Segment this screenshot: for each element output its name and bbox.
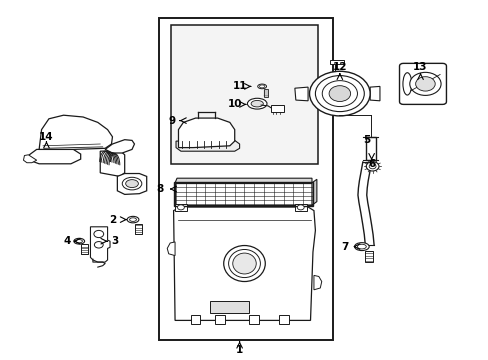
Ellipse shape bbox=[127, 216, 139, 223]
Text: 3: 3 bbox=[111, 236, 118, 246]
Bar bbox=[365, 137, 375, 160]
Bar bbox=[278, 315, 288, 324]
Bar bbox=[171, 25, 317, 164]
Polygon shape bbox=[311, 179, 316, 205]
Polygon shape bbox=[176, 140, 239, 151]
Polygon shape bbox=[173, 207, 315, 320]
Bar bbox=[175, 183, 311, 205]
Bar bbox=[190, 315, 200, 324]
Circle shape bbox=[328, 86, 350, 102]
Ellipse shape bbox=[74, 238, 84, 244]
Text: 9: 9 bbox=[168, 116, 175, 126]
Circle shape bbox=[409, 72, 440, 95]
Text: 5: 5 bbox=[363, 135, 369, 145]
Text: 14: 14 bbox=[39, 132, 54, 142]
Ellipse shape bbox=[402, 73, 411, 95]
Bar bbox=[271, 105, 283, 112]
Circle shape bbox=[177, 205, 184, 210]
Polygon shape bbox=[294, 87, 307, 101]
Circle shape bbox=[309, 71, 369, 116]
Bar bbox=[249, 315, 259, 324]
Bar bbox=[135, 224, 142, 234]
Ellipse shape bbox=[76, 240, 82, 243]
Polygon shape bbox=[100, 150, 124, 176]
Text: 6: 6 bbox=[367, 159, 374, 169]
Bar bbox=[215, 315, 224, 324]
Text: 2: 2 bbox=[109, 215, 116, 225]
Text: 8: 8 bbox=[157, 184, 163, 194]
Ellipse shape bbox=[228, 249, 260, 278]
Circle shape bbox=[315, 76, 364, 112]
Bar bbox=[210, 301, 249, 313]
Ellipse shape bbox=[357, 244, 366, 249]
Ellipse shape bbox=[247, 98, 266, 109]
Bar bbox=[364, 251, 372, 262]
Circle shape bbox=[94, 230, 103, 238]
Polygon shape bbox=[369, 86, 379, 101]
FancyBboxPatch shape bbox=[399, 63, 446, 104]
Text: 7: 7 bbox=[340, 242, 348, 252]
Text: 4: 4 bbox=[63, 236, 71, 246]
Bar bbox=[173, 182, 313, 206]
Ellipse shape bbox=[125, 180, 138, 188]
Circle shape bbox=[415, 77, 434, 91]
Polygon shape bbox=[105, 140, 134, 153]
Bar bbox=[159, 18, 332, 340]
Text: 10: 10 bbox=[227, 99, 242, 109]
Circle shape bbox=[94, 242, 103, 248]
Text: 11: 11 bbox=[232, 81, 246, 91]
Bar bbox=[81, 244, 87, 254]
Ellipse shape bbox=[122, 177, 142, 190]
Bar bbox=[263, 89, 268, 97]
Text: 13: 13 bbox=[412, 62, 427, 72]
Circle shape bbox=[322, 81, 357, 107]
Polygon shape bbox=[167, 242, 175, 256]
Circle shape bbox=[368, 164, 375, 169]
Text: 1: 1 bbox=[236, 345, 243, 355]
Polygon shape bbox=[23, 155, 37, 163]
Ellipse shape bbox=[251, 100, 263, 107]
Bar bbox=[175, 204, 186, 211]
Polygon shape bbox=[175, 178, 311, 183]
Polygon shape bbox=[39, 115, 112, 149]
Text: 12: 12 bbox=[332, 62, 346, 72]
Circle shape bbox=[297, 205, 304, 210]
Polygon shape bbox=[29, 149, 81, 164]
Ellipse shape bbox=[259, 85, 264, 88]
Circle shape bbox=[366, 162, 378, 171]
Polygon shape bbox=[90, 227, 110, 262]
Ellipse shape bbox=[354, 243, 368, 251]
Ellipse shape bbox=[129, 218, 136, 221]
Polygon shape bbox=[313, 275, 321, 290]
Bar bbox=[329, 60, 343, 64]
Ellipse shape bbox=[232, 253, 256, 274]
Ellipse shape bbox=[223, 246, 264, 282]
Polygon shape bbox=[117, 174, 146, 194]
Polygon shape bbox=[178, 118, 234, 148]
Bar bbox=[294, 204, 306, 211]
Ellipse shape bbox=[257, 84, 266, 89]
